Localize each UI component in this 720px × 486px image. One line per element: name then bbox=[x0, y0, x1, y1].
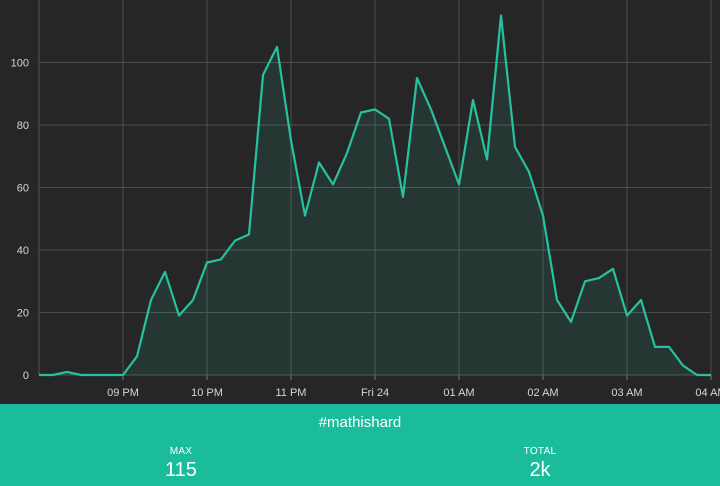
chart-area: 0 20 40 60 80 100 09 PM 10 PM 11 PM Fri 24 01 AM 0… bbox=[10, 0, 720, 399]
y-tick-label: 80 bbox=[17, 120, 29, 132]
y-tick-label: 100 bbox=[11, 58, 29, 70]
max-value: 115 bbox=[165, 459, 197, 481]
series-points bbox=[38, 15, 712, 376]
x-tick-label: 02 AM bbox=[527, 387, 558, 399]
y-tick-label: 20 bbox=[17, 308, 29, 320]
x-axis-labels: 09 PM 10 PM 11 PM Fri 24 01 AM 02 AM 03 AM 04 A… bbox=[107, 387, 720, 399]
x-tick-label: 11 PM bbox=[276, 387, 307, 399]
y-tick-label: 0 bbox=[23, 370, 29, 382]
x-tick-label: 04 AM bbox=[695, 387, 720, 399]
total-label: TOTAL bbox=[523, 446, 557, 457]
y-tick-label: 40 bbox=[17, 245, 29, 257]
x-tick-label: 01 AM bbox=[443, 387, 474, 399]
y-tick-label: 60 bbox=[17, 183, 29, 195]
max-label: MAX bbox=[169, 446, 193, 457]
hashtag-title: #mathishard bbox=[318, 414, 402, 431]
x-tick-label: 10 PM bbox=[191, 387, 223, 399]
y-axis-labels: 0 20 40 60 80 100 bbox=[11, 58, 29, 383]
total-stat: TOTAL 2k bbox=[460, 446, 620, 482]
grid bbox=[38, 0, 712, 380]
series-area-fill bbox=[39, 15, 711, 375]
max-stat: MAX 115 bbox=[101, 446, 261, 482]
total-value: 2k bbox=[529, 459, 551, 481]
x-tick-label: 03 AM bbox=[611, 387, 642, 399]
x-tick-label: 09 PM bbox=[107, 387, 139, 399]
x-tick-label: Fri 24 bbox=[361, 387, 389, 399]
stats-footer: #mathishard MAX 115 TOTAL 2k bbox=[0, 404, 720, 486]
